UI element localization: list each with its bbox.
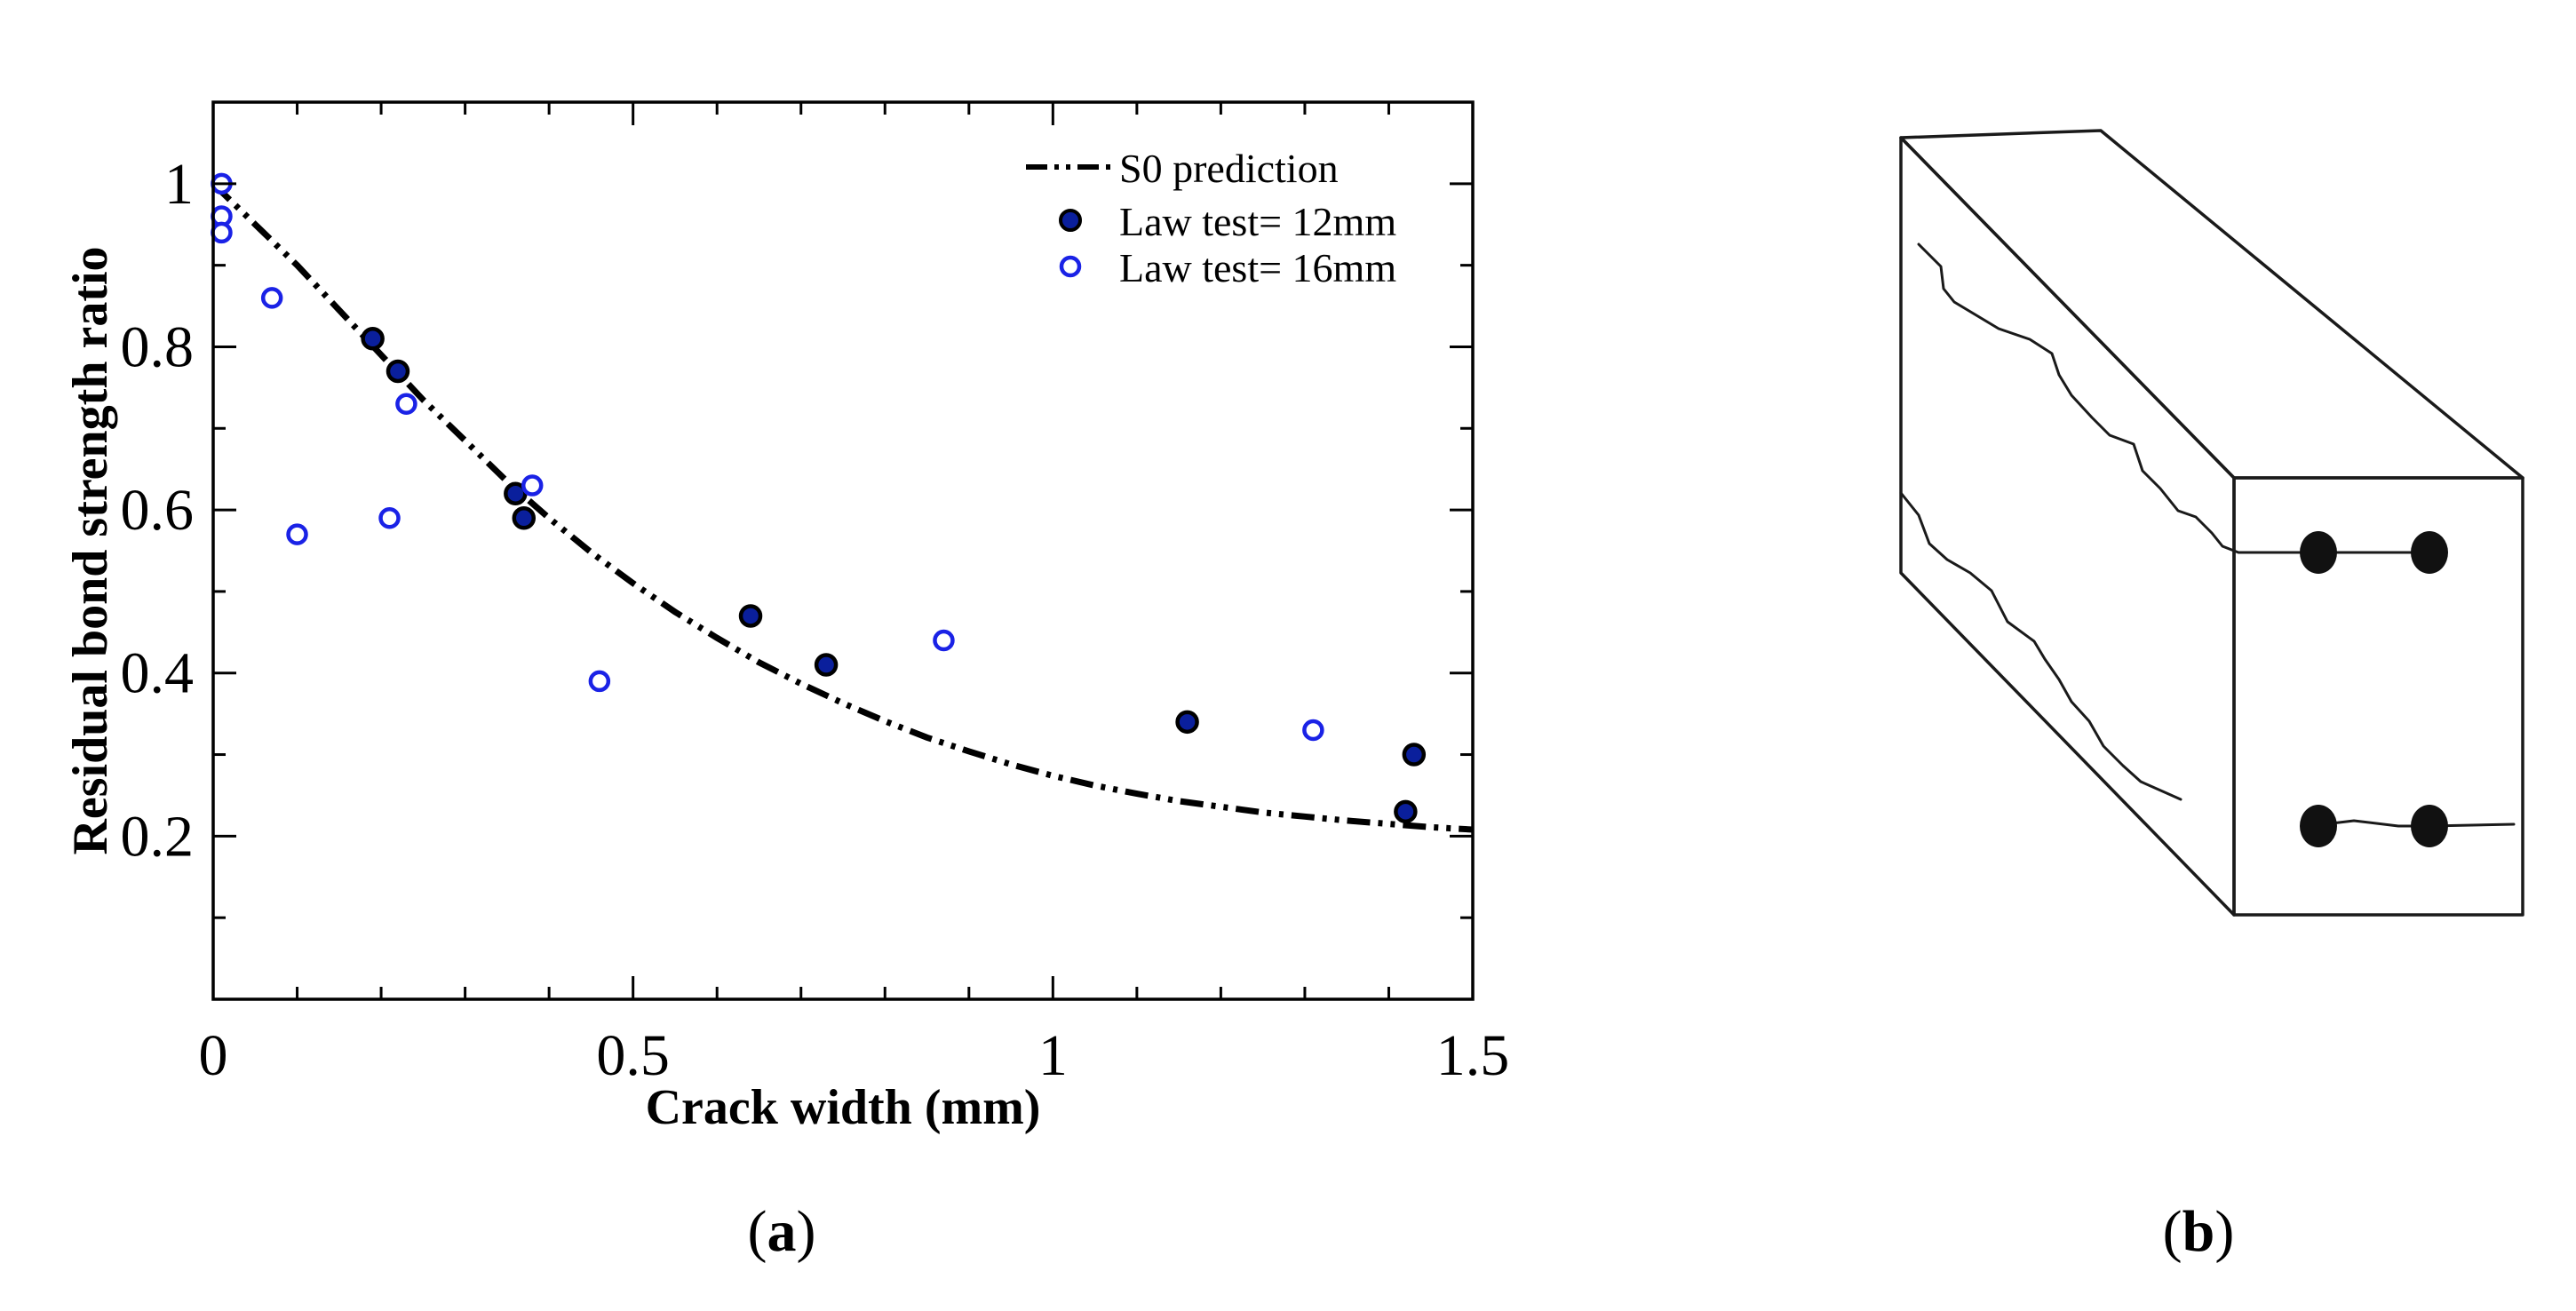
plot-frame: [211, 100, 1475, 1001]
point-12mm: [1394, 799, 1418, 824]
y-axis-title: Residual bond strength ratio: [63, 246, 118, 854]
data-points-layer: [211, 172, 1427, 824]
axis-ticks: [213, 102, 1473, 999]
point-16mm: [260, 287, 283, 309]
x-tick-label: 1: [1038, 1023, 1068, 1088]
specimen-end-face: [2232, 476, 2524, 917]
panel-b-letter: b: [2182, 1199, 2215, 1264]
point-12mm: [361, 327, 385, 351]
legend-label-12mm: Law test= 12mm: [1119, 199, 1396, 244]
prediction-curve-layer: [211, 181, 1474, 833]
point-12mm: [738, 604, 763, 628]
panel-a-close-paren: ): [797, 1199, 816, 1264]
legend: S0 prediction Law test= 12mm Law test= 1…: [1026, 146, 1396, 290]
x-tick-label: 0: [199, 1023, 228, 1088]
cracked-specimen-drawing: [1899, 129, 2524, 917]
point-16mm: [211, 221, 233, 244]
point-16mm: [933, 629, 955, 652]
x-tick-label: 1.5: [1436, 1023, 1510, 1088]
y-tick-label: 0.2: [121, 804, 195, 869]
crack-lower: [1899, 491, 2182, 801]
specimen-top-face: [1899, 129, 2524, 480]
point-12mm: [1402, 743, 1427, 767]
panel-b-close-paren: ): [2214, 1199, 2234, 1264]
crack-end-bottom: [2308, 819, 2516, 828]
series-line-s0-prediction: [211, 181, 1474, 833]
rebar-bottom-right: [2411, 805, 2448, 847]
y-tick-label: 0.4: [121, 641, 195, 706]
x-tick-label: 0.5: [596, 1023, 670, 1088]
point-12mm: [512, 506, 537, 530]
x-tick-labels: 0 0.5 1 1.5: [199, 1023, 1510, 1088]
panel-label-b: (b): [2163, 1199, 2235, 1264]
y-tick-label: 0.8: [121, 314, 195, 379]
legend-marker-12mm: [1059, 209, 1082, 232]
y-tick-labels: 0.2 0.4 0.6 0.8 1: [121, 152, 195, 870]
legend-marker-16mm: [1059, 255, 1082, 278]
specimen-side-face: [1899, 136, 2236, 917]
rebar-bottom-left: [2300, 805, 2337, 847]
point-16mm: [395, 393, 417, 415]
panel-label-a: (a): [748, 1199, 816, 1264]
legend-label-s0: S0 prediction: [1119, 146, 1339, 191]
point-12mm: [386, 359, 410, 384]
point-16mm: [378, 507, 401, 529]
point-16mm: [1302, 719, 1324, 742]
point-12mm: [1175, 710, 1199, 735]
point-16mm: [588, 670, 611, 693]
x-axis-title: Crack width (mm): [646, 1080, 1041, 1135]
legend-label-16mm: Law test= 16mm: [1119, 245, 1396, 290]
y-tick-label: 0.6: [121, 478, 195, 543]
crack-upper: [1917, 242, 2311, 554]
point-16mm: [286, 523, 308, 545]
point-12mm: [814, 653, 839, 677]
y-tick-label: 1: [164, 152, 194, 217]
chart-a: 0 0.5 1 1.5 0.2 0.4 0.6 0.8 1 Crack widt…: [63, 100, 1510, 1264]
panel-a-open-paren: (: [748, 1199, 767, 1264]
rebar-top-right: [2411, 531, 2448, 574]
rebar-top-left: [2300, 531, 2337, 574]
point-16mm: [521, 474, 544, 497]
panel-b-open-paren: (: [2163, 1199, 2182, 1264]
panel-a-letter: a: [767, 1199, 797, 1264]
